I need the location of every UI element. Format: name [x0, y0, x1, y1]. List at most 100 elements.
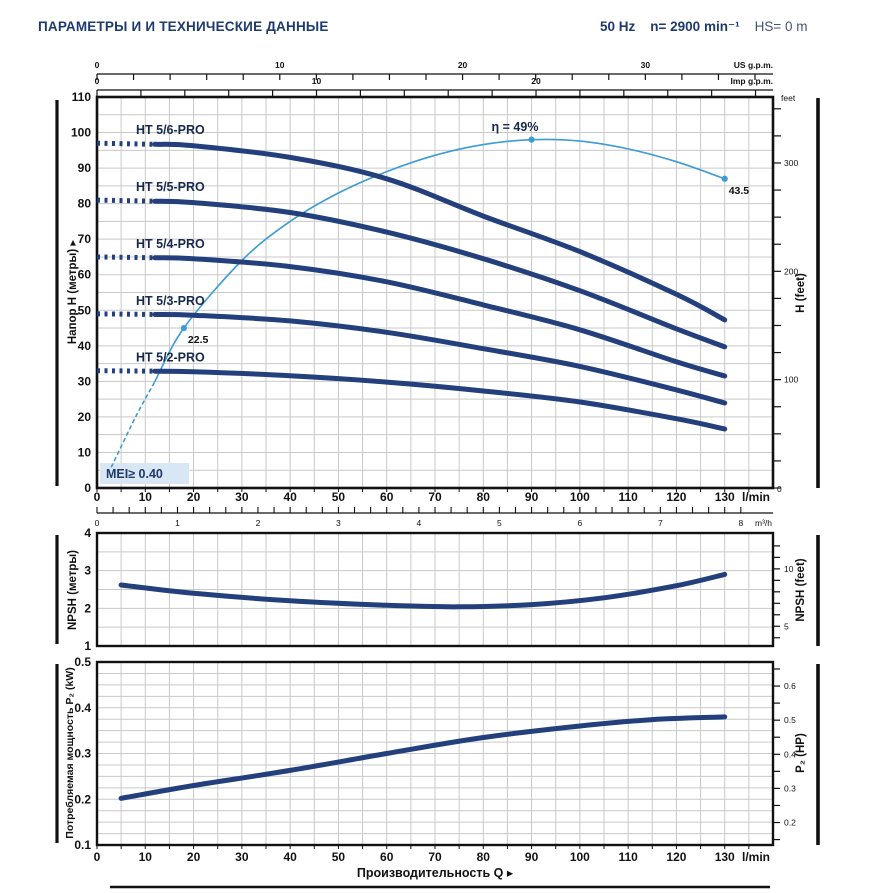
m3h-tick-label: 5 — [497, 518, 502, 528]
m3h-tick-label: 2 — [256, 518, 261, 528]
npsh-feet-label: 5 — [784, 621, 789, 631]
q-axis-label: 0 — [94, 490, 101, 504]
feet-zero-label: 0 — [777, 484, 782, 494]
q-axis-label: 120 — [666, 490, 686, 504]
q-axis-label: 90 — [525, 490, 539, 504]
h-axis-label: 90 — [78, 161, 92, 175]
m3h-tick-label: 6 — [577, 518, 582, 528]
h-axis-label: 10 — [78, 445, 92, 459]
efficiency-point — [528, 136, 535, 143]
feet-tick-label: 100 — [784, 375, 798, 385]
curve-dashed-start — [96, 197, 155, 204]
efficiency-point-label: 43.5 — [729, 185, 750, 197]
us-gpm-scale-tick-label: 0 — [95, 60, 100, 70]
curve-HT-5-5-PRO — [152, 198, 728, 350]
p2-axis-title: Потребляемая мощность P₂ (kW) — [64, 667, 76, 838]
curve-label: HT 5/5-PRO — [136, 180, 205, 194]
frequency-label: 50 Hz — [600, 19, 636, 34]
q-axis-label: 70 — [428, 490, 442, 504]
q-axis-label: 0 — [94, 850, 101, 864]
curve-label: HT 5/4-PRO — [136, 237, 205, 251]
q-axis-label: 130 — [715, 850, 735, 864]
p2-axis-label: 0.3 — [74, 747, 91, 761]
p2-axis-label: 0.5 — [74, 655, 91, 669]
q-axis-title: Производительность Q ▸ — [357, 866, 514, 880]
npsh-chart-frame — [95, 531, 775, 648]
h-axis-label: 20 — [78, 410, 92, 424]
imp-gpm-scale-unit: Imp g.p.m. — [731, 76, 774, 86]
h-feet-axis-title: H (feet) — [795, 273, 807, 313]
m3h-tick-label: 4 — [417, 518, 422, 528]
p2-hp-label: 0.6 — [784, 681, 796, 691]
q-axis-label: 60 — [380, 490, 394, 504]
npsh-axis-label: 2 — [84, 601, 91, 615]
h-axis-label: 100 — [71, 126, 91, 140]
q-axis-label: 80 — [477, 490, 491, 504]
us-gpm-scale-tick-label: 10 — [275, 60, 285, 70]
curve-label: HT 5/2-PRO — [136, 351, 205, 365]
efficiency-curve — [154, 138, 726, 383]
curve-dashed-start — [96, 311, 155, 317]
p2-hp-axis-title: P₂ (HP) — [795, 733, 807, 773]
curve-HT-5-6-PRO — [152, 141, 728, 323]
mei-label: MEI≥ 0.40 — [106, 467, 163, 481]
curve-HT-5-3-PRO — [152, 312, 728, 406]
npsh-axis-label: 1 — [84, 639, 91, 653]
q-axis-label: 30 — [235, 850, 249, 864]
us-gpm-scale-tick-label: 30 — [641, 60, 651, 70]
p2-axis-label: 0.1 — [74, 838, 91, 852]
npsh-axis-label: 3 — [84, 564, 91, 578]
curve-dashed-start — [96, 140, 155, 147]
mei-badge — [100, 463, 189, 484]
efficiency-point-label: 22.5 — [188, 334, 209, 346]
npsh-feet-axis-title: NPSH (feet) — [795, 558, 807, 621]
npsh-axis-title: NPSH (метры) — [67, 550, 79, 630]
curve-HT-5-2-PRO — [152, 368, 728, 432]
q-axis-label: 10 — [139, 850, 153, 864]
npsh-axis-label: 4 — [84, 526, 91, 540]
us-gpm-scale-unit: US g.p.m. — [734, 60, 773, 70]
imp-gpm-scale-tick-label: 0 — [95, 76, 100, 86]
q-axis-label: 40 — [283, 490, 297, 504]
m3h-tick-label: 7 — [658, 518, 663, 528]
imp-gpm-scale-tick-label: 20 — [531, 76, 541, 86]
q-axis-label: 100 — [570, 490, 590, 504]
feet-unit: feet — [781, 93, 796, 103]
curve-dashed-start — [96, 254, 155, 261]
header-specs: 50 Hz n= 2900 min⁻¹ HS= 0 m — [600, 19, 857, 35]
h-axis-label: 70 — [78, 232, 92, 246]
us-gpm-scale-tick-label: 20 — [458, 60, 468, 70]
q-axis-label: 120 — [666, 850, 686, 864]
q-axis-label: 100 — [570, 850, 590, 864]
efficiency-point — [180, 324, 188, 332]
h-axis-label: 0 — [84, 481, 91, 495]
m3h-tick-label: 1 — [175, 518, 180, 528]
q-axis-label: 110 — [618, 490, 638, 504]
p2-axis-label: 0.4 — [74, 701, 91, 715]
q-axis-label: 110 — [618, 850, 638, 864]
h-axis-label: 80 — [78, 197, 92, 211]
h-axis-title: Напор H (метры) ▸ — [67, 240, 79, 344]
m3h-tick-label: 3 — [336, 518, 341, 528]
p2-hp-label: 0.5 — [784, 715, 796, 725]
efficiency-peak-label: η = 49% — [492, 120, 539, 134]
p2-hp-label: 0.3 — [784, 783, 796, 793]
feet-tick-label: 200 — [784, 266, 798, 276]
m3h-unit: m³/h — [755, 518, 772, 528]
q-axis-label: 80 — [477, 850, 491, 864]
q-axis-label: 20 — [187, 490, 201, 504]
q-axis-label: 130 — [715, 490, 735, 504]
q-axis-unit: l/min — [742, 850, 770, 864]
h-axis-label: 60 — [78, 268, 92, 282]
q-axis-unit: l/min — [742, 490, 770, 504]
h-axis-label: 50 — [78, 303, 92, 317]
page-title: ПАРАМЕТРЫ И И ТЕХНИЧЕСКИЕ ДАННЫЕ — [38, 19, 329, 34]
m3h-tick-label: 8 — [738, 518, 743, 528]
q-axis-label: 70 — [428, 850, 442, 864]
suction-head-label: HS= 0 m — [754, 19, 808, 34]
q-axis-label: 40 — [283, 850, 297, 864]
curve-label: HT 5/6-PRO — [136, 123, 205, 137]
p2-hp-label: 0.4 — [784, 749, 796, 759]
